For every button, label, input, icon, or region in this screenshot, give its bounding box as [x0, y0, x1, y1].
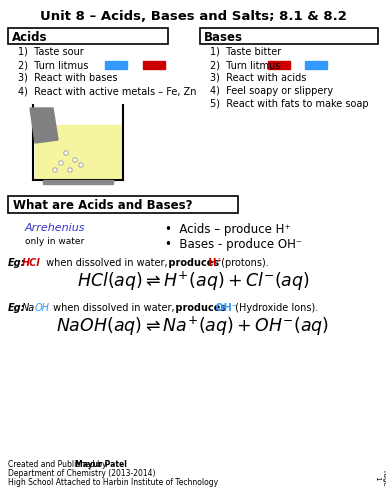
Circle shape	[53, 168, 57, 172]
Text: OH: OH	[35, 303, 50, 313]
Text: Acids: Acids	[12, 31, 47, 44]
Text: H⁺: H⁺	[205, 258, 222, 268]
Circle shape	[59, 161, 63, 165]
Text: Arrehenius: Arrehenius	[25, 223, 85, 233]
Text: $HCl(aq) \rightleftharpoons H^{+}(aq) + Cl^{-}(aq)$: $HCl(aq) \rightleftharpoons H^{+}(aq) + …	[76, 270, 310, 293]
Text: •  Acids – produce H⁺: • Acids – produce H⁺	[165, 223, 291, 236]
Text: 3)  React with acids: 3) React with acids	[210, 73, 306, 83]
Text: Eg:: Eg:	[8, 258, 25, 268]
Circle shape	[79, 163, 83, 167]
Text: Mayur Patel: Mayur Patel	[75, 460, 127, 469]
Text: when dissolved in water,: when dissolved in water,	[50, 303, 174, 313]
Text: Page
1: Page 1	[374, 470, 386, 486]
Text: High School Attached to Harbin Institute of Technology: High School Attached to Harbin Institute…	[8, 478, 218, 487]
Bar	[143, 61, 165, 69]
Text: 2)  Turn litmus: 2) Turn litmus	[18, 60, 88, 70]
Text: OH⁻: OH⁻	[212, 303, 237, 313]
Bar	[43, 180, 113, 184]
Circle shape	[64, 151, 68, 155]
Text: Bases: Bases	[204, 31, 243, 44]
Text: 1)  Taste sour: 1) Taste sour	[18, 47, 84, 57]
Text: 4)  React with active metals – Fe, Zn: 4) React with active metals – Fe, Zn	[18, 86, 196, 96]
Text: 4)  Feel soapy or slippery: 4) Feel soapy or slippery	[210, 86, 333, 96]
Text: 5)  React with fats to make soap: 5) React with fats to make soap	[210, 99, 369, 109]
Text: (protons).: (protons).	[218, 258, 269, 268]
Text: HCl: HCl	[22, 258, 41, 268]
Text: produces: produces	[165, 258, 219, 268]
Text: Na: Na	[22, 303, 35, 313]
Text: Unit 8 – Acids, Bases and Salts; 8.1 & 8.2: Unit 8 – Acids, Bases and Salts; 8.1 & 8…	[39, 10, 347, 23]
Bar	[268, 61, 290, 69]
Text: 2)  Turn litmus: 2) Turn litmus	[210, 60, 280, 70]
Circle shape	[73, 158, 77, 162]
Circle shape	[68, 168, 72, 172]
Text: (Hydroxide Ions).: (Hydroxide Ions).	[232, 303, 318, 313]
Text: 3)  React with bases: 3) React with bases	[18, 73, 117, 83]
Polygon shape	[30, 108, 58, 143]
Text: •  Bases - produce OH⁻: • Bases - produce OH⁻	[165, 238, 302, 251]
Text: Created and Published by: Created and Published by	[8, 460, 109, 469]
Text: What are Acids and Bases?: What are Acids and Bases?	[13, 199, 193, 212]
Bar	[305, 61, 327, 69]
Text: $NaOH(aq) \rightleftharpoons Na^{+}(aq) + OH^{-}(aq)$: $NaOH(aq) \rightleftharpoons Na^{+}(aq) …	[56, 315, 330, 338]
Bar	[105, 61, 127, 69]
Text: produces: produces	[172, 303, 226, 313]
FancyBboxPatch shape	[200, 28, 378, 44]
Text: when dissolved in water,: when dissolved in water,	[43, 258, 168, 268]
FancyBboxPatch shape	[8, 196, 238, 213]
FancyBboxPatch shape	[8, 28, 168, 44]
Text: only in water: only in water	[25, 237, 85, 246]
Text: Eg:: Eg:	[8, 303, 25, 313]
Text: Department of Chemistry (2013-2014): Department of Chemistry (2013-2014)	[8, 469, 156, 478]
Text: 1)  Taste bitter: 1) Taste bitter	[210, 47, 281, 57]
Bar	[35, 125, 121, 180]
